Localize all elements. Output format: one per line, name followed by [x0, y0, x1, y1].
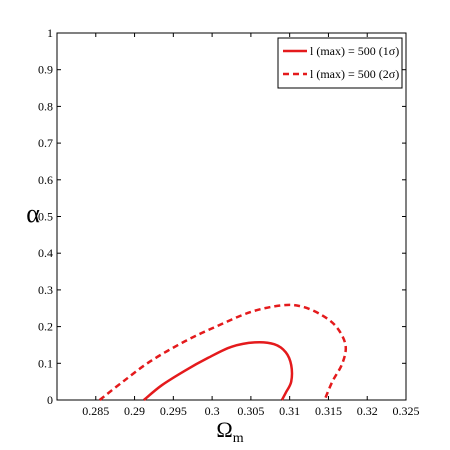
x-tick-label: 0.3: [205, 404, 220, 418]
contour-1sigma-line: [143, 341, 294, 401]
y-tick-label: 0.3: [38, 283, 53, 297]
y-tick-label: 0: [47, 393, 53, 407]
y-tick-label: 0.2: [38, 320, 53, 334]
x-tick-label: 0.32: [357, 404, 378, 418]
x-tick-label: 0.295: [160, 404, 187, 418]
legend: l (max) = 500 (1σ) l (max) = 500 (2σ): [277, 37, 403, 89]
y-tick-label: 0.6: [38, 173, 53, 187]
x-axis-label-subscript: m: [233, 431, 244, 446]
x-tick-label: 0.31: [279, 404, 300, 418]
y-tick-label: 0.8: [38, 99, 53, 113]
series-layer: [98, 303, 348, 401]
y-tick-label: 0.5: [38, 210, 53, 224]
y-tick-label: 0.4: [38, 246, 53, 260]
x-tick-label: 0.305: [237, 404, 264, 418]
plot-frame: [56, 32, 407, 401]
x-axis-label: Ωm: [216, 417, 243, 446]
y-axis-label: α: [26, 199, 40, 228]
axis-ticks: [57, 32, 407, 401]
x-tick-label: 0.29: [124, 404, 145, 418]
legend-label-2sigma: l (max) = 500 (2σ): [310, 67, 399, 81]
legend-label-1sigma: l (max) = 500 (1σ): [310, 44, 399, 58]
y-tick-label: 1: [47, 26, 53, 40]
y-tick-label: 0.7: [38, 136, 53, 150]
x-tick-label: 0.285: [82, 404, 109, 418]
x-axis-label-main: Ω: [216, 417, 232, 442]
legend-box: [277, 37, 403, 89]
x-tick-label: 0.315: [315, 404, 342, 418]
axis-tick-labels: 0.285 0.29 0.295 0.3 0.305 0.31 0.315 0.32 0.325…: [38, 26, 420, 418]
y-tick-label: 0.9: [38, 63, 53, 77]
x-tick-label: 0.325: [393, 404, 420, 418]
y-tick-label: 0.1: [38, 356, 53, 370]
